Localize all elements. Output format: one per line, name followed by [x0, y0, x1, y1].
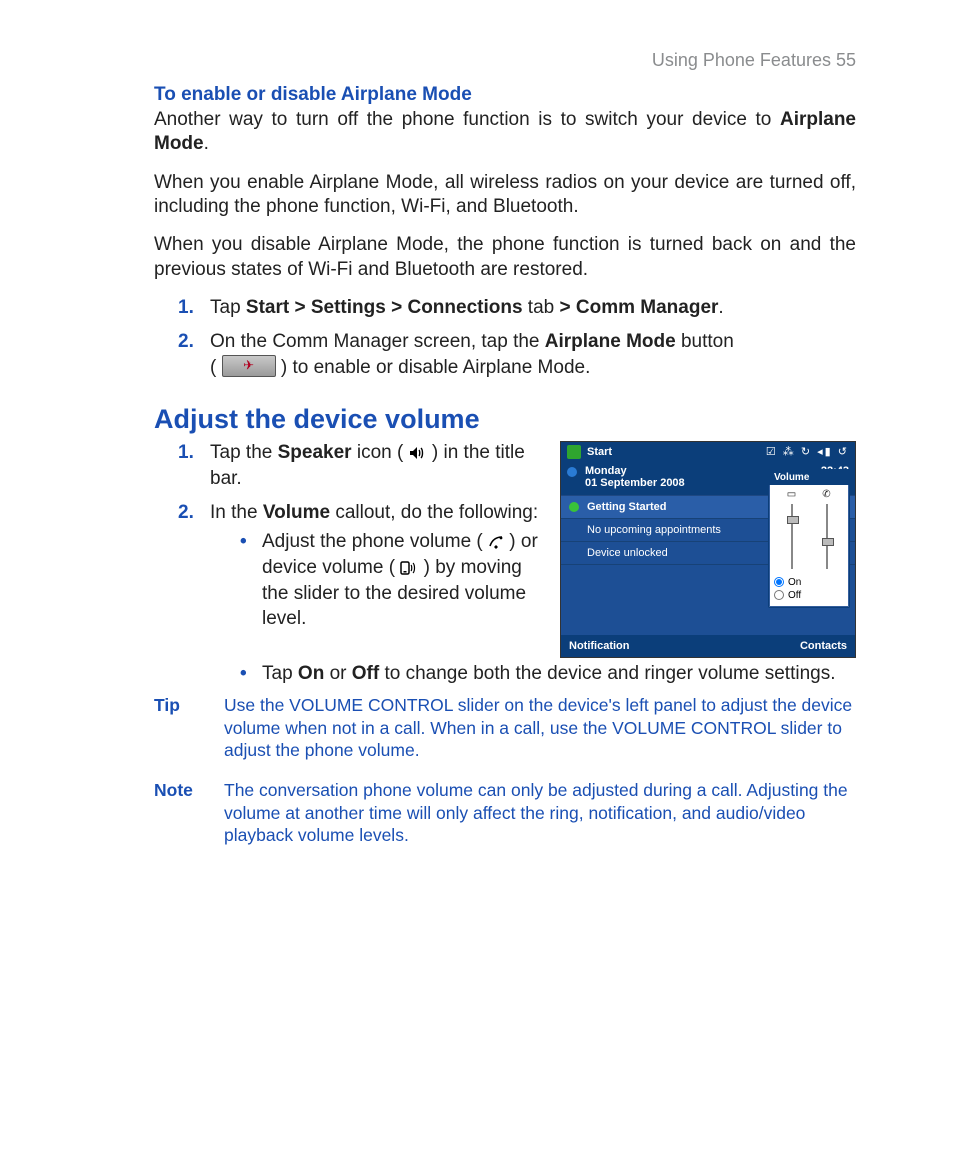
step-2: 2. On the Comm Manager screen, tap the A… — [178, 330, 856, 380]
phone-volume-slider[interactable]: ✆ — [816, 489, 838, 571]
on-term: On — [298, 663, 324, 684]
tip-block: Tip Use the VOLUME CONTROL slider on the… — [154, 694, 856, 761]
radio-off-input[interactable] — [774, 590, 784, 600]
airplane-steps: 1. Tap Start > Settings > Connections ta… — [178, 296, 856, 380]
softkey-right: Contacts — [800, 640, 847, 652]
radio-on[interactable]: On — [774, 577, 844, 588]
text: . — [204, 133, 209, 154]
radio-off[interactable]: Off — [774, 590, 844, 601]
label: On — [788, 577, 801, 588]
text: Tap — [262, 663, 298, 684]
clock-icon — [567, 467, 577, 477]
phone-icon: ✆ — [822, 489, 830, 500]
text: icon ( — [352, 442, 409, 463]
step-number: 2. — [178, 501, 194, 525]
note-label: Note — [154, 779, 224, 846]
text: ) to enable or disable Airplane Mode. — [276, 357, 591, 378]
screenshot-volume-callout: Start ☑ ⁂ ↻ ◂▮ ↺ Monday 01 September 200… — [560, 441, 856, 658]
speaker-icon — [409, 443, 427, 467]
airplane-mode-term: Airplane Mode — [545, 331, 676, 352]
text: Tap — [210, 297, 246, 318]
bullet-on-off: Tap On or Off to change both the device … — [240, 662, 856, 686]
slider-thumb[interactable] — [822, 538, 834, 546]
off-term: Off — [352, 663, 379, 684]
text: or — [324, 663, 351, 684]
airplane-intro: Another way to turn off the phone functi… — [154, 108, 856, 157]
text: Adjust the phone volume ( — [262, 531, 488, 552]
step-1: 1. Tap Start > Settings > Connections ta… — [178, 296, 856, 320]
phone-volume-icon — [488, 532, 504, 556]
note-text: The conversation phone volume can only b… — [224, 779, 856, 846]
airplane-disable-desc: When you disable Airplane Mode, the phon… — [154, 233, 856, 282]
text: Getting Started — [587, 501, 666, 513]
tip-text: Use the VOLUME CONTROL slider on the dev… — [224, 694, 856, 761]
volume-popup: Volume ▭ ✆ On Off — [768, 469, 850, 608]
text: tab — [523, 297, 560, 318]
tip-label: Tip — [154, 694, 224, 761]
volume-on-off: On Off — [774, 577, 844, 601]
start-label: Start — [587, 446, 612, 458]
wm-title-bar: Start ☑ ⁂ ↻ ◂▮ ↺ — [561, 442, 855, 462]
volume-substeps-cont: Tap On or Off to change both the device … — [240, 662, 856, 686]
device-icon: ▭ — [787, 489, 796, 500]
section-airplane-title: To enable or disable Airplane Mode — [154, 84, 856, 106]
running-header: Using Phone Features 55 — [652, 50, 856, 71]
open-paren: ( — [210, 357, 222, 378]
device-volume-slider[interactable]: ▭ — [781, 489, 803, 571]
radio-on-input[interactable] — [774, 577, 784, 587]
note-block: Note The conversation phone volume can o… — [154, 779, 856, 846]
text: Another way to turn off the phone functi… — [154, 109, 780, 130]
airplane-enable-desc: When you enable Airplane Mode, all wirel… — [154, 171, 856, 220]
volume-term: Volume — [263, 502, 330, 523]
getting-started-icon — [569, 502, 579, 512]
label: Off — [788, 590, 801, 601]
text: callout, do the following: — [330, 502, 538, 523]
volume-substeps: Adjust the phone volume ( ) or device vo… — [240, 530, 542, 631]
status-icons: ☑ ⁂ ↻ ◂▮ ↺ — [766, 445, 849, 458]
text: Tap the — [210, 442, 278, 463]
text: button — [676, 331, 734, 352]
step-number: 1. — [178, 296, 194, 320]
text: . — [718, 297, 723, 318]
step-2: 2. In the Volume callout, do the followi… — [178, 501, 542, 631]
speaker-term: Speaker — [278, 442, 352, 463]
device-volume-icon — [400, 558, 418, 582]
volume-steps: 1. Tap the Speaker icon ( ) in the title… — [178, 441, 542, 631]
airplane-mode-button-icon — [222, 355, 276, 377]
bullet-adjust: Adjust the phone volume ( ) or device vo… — [240, 530, 542, 631]
date-line-1: Monday — [585, 465, 685, 477]
step-number: 2. — [178, 330, 194, 354]
text: to change both the device and ringer vol… — [379, 663, 835, 684]
step-1: 1. Tap the Speaker icon ( ) in the title… — [178, 441, 542, 492]
path: > Comm Manager — [560, 297, 719, 318]
wm-softkey-bar: Notification Contacts — [561, 635, 855, 657]
path: Start > Settings > Connections — [246, 297, 523, 318]
text: On the Comm Manager screen, tap the — [210, 331, 545, 352]
volume-popup-title: Volume — [769, 470, 849, 485]
slider-thumb[interactable] — [787, 516, 799, 524]
step-number: 1. — [178, 441, 194, 465]
text: In the — [210, 502, 263, 523]
windows-flag-icon — [567, 445, 581, 459]
softkey-left: Notification — [569, 640, 630, 652]
date-line-2: 01 September 2008 — [585, 477, 685, 489]
section-volume-title: Adjust the device volume — [154, 404, 856, 435]
